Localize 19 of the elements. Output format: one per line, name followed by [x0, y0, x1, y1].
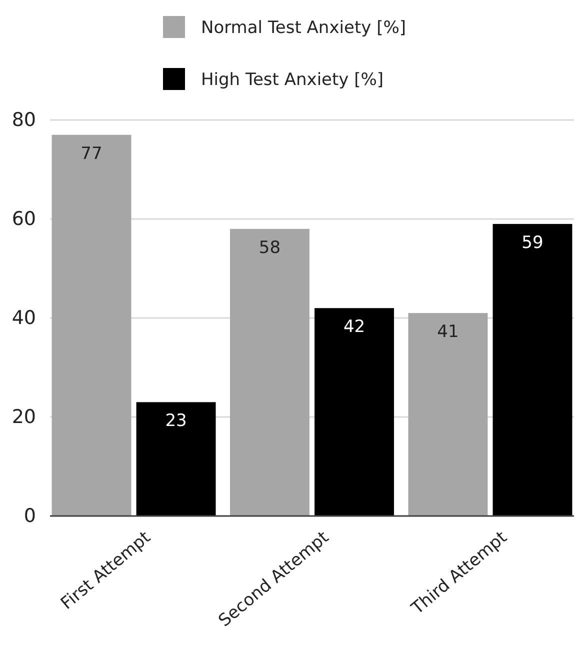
y-tick-label: 80 — [12, 109, 36, 132]
y-tick-label: 40 — [12, 307, 36, 330]
data-label: 42 — [343, 317, 366, 338]
y-tick-label: 0 — [24, 505, 36, 528]
bar — [136, 402, 216, 516]
legend-label: Normal Test Anxiety [%] — [201, 18, 406, 38]
bar — [230, 228, 310, 516]
data-label: 41 — [437, 322, 459, 342]
y-tick-label: 20 — [12, 406, 36, 428]
bar — [52, 134, 132, 516]
bar — [314, 308, 394, 516]
data-label: 23 — [165, 411, 187, 432]
y-tick-label: 60 — [12, 208, 36, 230]
data-label: 77 — [80, 144, 102, 164]
legend-label: High Test Anxiety [%] — [201, 70, 384, 90]
data-label: 58 — [258, 238, 281, 258]
bar — [492, 224, 572, 516]
data-label: 59 — [522, 232, 544, 253]
bar — [408, 313, 488, 516]
